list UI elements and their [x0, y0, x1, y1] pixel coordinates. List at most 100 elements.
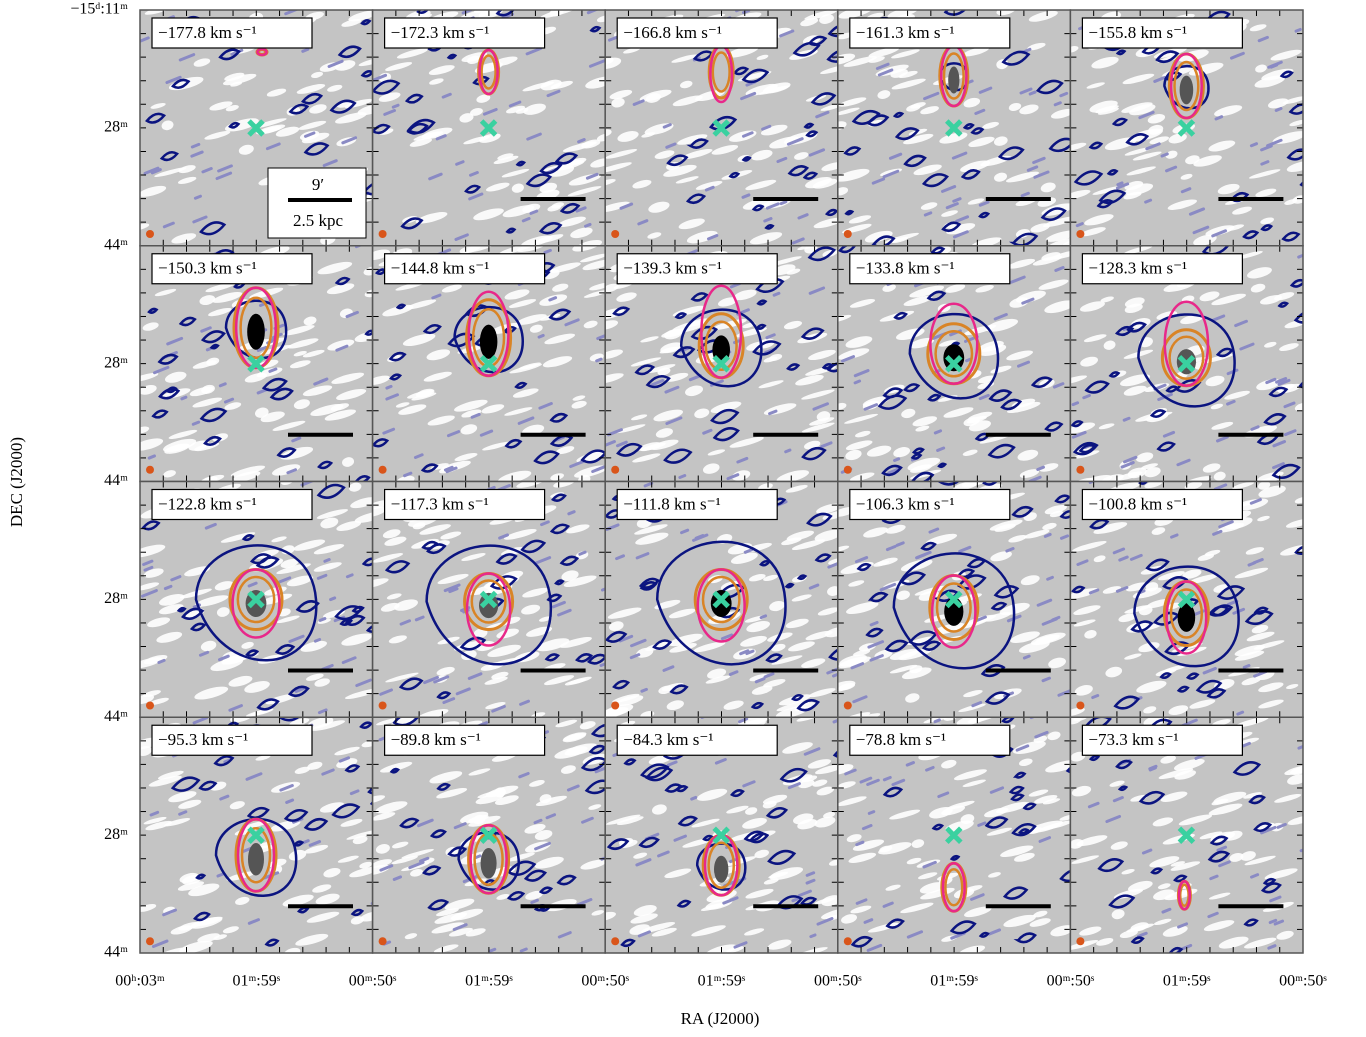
noise-blob — [298, 120, 327, 130]
neg-contour — [419, 856, 430, 863]
noise-blob — [1079, 301, 1105, 312]
neg-contour — [245, 772, 263, 781]
noise-blob — [512, 388, 539, 398]
noise-blob — [1274, 793, 1302, 803]
noise-blob — [1073, 605, 1101, 615]
label-box — [151, 17, 313, 49]
noise-blob — [1027, 42, 1046, 51]
noise-blob — [454, 452, 478, 462]
contour — [1108, 894, 1136, 909]
contour — [765, 653, 783, 663]
noise-blob — [473, 208, 504, 221]
noise-blob — [837, 53, 856, 65]
noise-blob — [302, 349, 325, 358]
neg-contour — [1226, 399, 1236, 406]
contour — [548, 308, 572, 321]
y-tick-label: −15ᵈ:11ᵐ — [70, 1, 128, 18]
noise-blob — [507, 852, 535, 862]
noise-blob — [150, 102, 166, 109]
neg-contour — [888, 152, 903, 160]
contour — [1169, 52, 1203, 120]
neg-contour — [797, 213, 809, 220]
contour — [1002, 886, 1029, 900]
noise-blob — [429, 771, 463, 784]
neg-contour — [567, 510, 576, 516]
noise-blob — [785, 484, 808, 493]
contour — [927, 393, 942, 402]
contour — [295, 600, 320, 613]
neg-contour — [619, 202, 634, 210]
noise-blob — [946, 223, 976, 235]
neg-contour — [933, 429, 943, 435]
noise-blob — [1008, 102, 1022, 111]
noise-blob — [535, 795, 568, 807]
neg-contour — [1188, 207, 1206, 216]
beam — [611, 937, 620, 946]
neg-contour — [1123, 455, 1138, 464]
noise-blob — [823, 811, 836, 819]
neg-contour — [192, 215, 208, 224]
noise-blob — [302, 385, 333, 397]
contour — [882, 387, 904, 399]
neg-contour — [467, 672, 483, 680]
neg-contour — [728, 670, 739, 676]
noise-blob — [891, 237, 909, 243]
contour — [672, 346, 696, 359]
neg-contour — [178, 53, 196, 62]
neg-contour — [316, 573, 328, 580]
contour — [544, 653, 560, 662]
contour — [764, 224, 775, 230]
label-box — [616, 488, 778, 521]
neg-contour — [635, 552, 650, 560]
neg-contour — [923, 91, 940, 101]
noise-blob — [224, 72, 245, 82]
velocity-label: −172.3 km s⁻¹ — [391, 23, 490, 42]
contour — [1216, 585, 1246, 600]
noise-blob — [148, 775, 182, 787]
neg-contour — [423, 675, 439, 685]
noise-blob — [846, 834, 862, 843]
panel: −177.8 km s⁻¹9′2.5 kpc — [139, 9, 374, 247]
contour — [1294, 545, 1304, 555]
neg-contour — [501, 12, 515, 20]
noise-blob — [760, 124, 788, 136]
neg-contour — [1275, 377, 1288, 384]
noise-blob — [837, 168, 870, 182]
noise-blob — [163, 438, 197, 452]
noise-blob — [396, 475, 415, 482]
noise-blob — [1070, 751, 1086, 762]
contour — [1106, 169, 1119, 176]
neg-contour — [382, 427, 396, 435]
noise-blob — [1182, 569, 1202, 579]
contour — [921, 173, 949, 188]
noise-blob — [1049, 510, 1064, 518]
noise-blob — [769, 600, 785, 612]
noise-blob — [696, 788, 728, 801]
neg-contour — [861, 824, 873, 831]
contour — [436, 691, 452, 700]
noise-blob — [963, 689, 983, 698]
noise-blob — [1042, 798, 1061, 805]
contour — [515, 160, 527, 167]
noise-blob — [516, 481, 546, 488]
neg-contour — [1274, 107, 1283, 112]
noise-blob — [1102, 586, 1122, 594]
contour — [810, 92, 837, 106]
noise-blob — [407, 389, 434, 399]
neg-contour — [1005, 547, 1015, 553]
neg-contour — [763, 217, 773, 223]
noise-blob — [1162, 925, 1188, 937]
contour — [256, 47, 268, 57]
noise-blob — [580, 253, 606, 263]
noise-blob — [946, 800, 975, 810]
marker-cross — [712, 119, 730, 137]
noise-blob — [958, 703, 986, 713]
noise-blob — [244, 372, 268, 383]
noise-blob — [188, 883, 220, 897]
noise-blob — [1257, 481, 1271, 490]
noise-blob — [671, 54, 698, 63]
noise-blob — [1241, 677, 1261, 686]
noise-blob — [896, 590, 910, 600]
noise-blob — [891, 49, 920, 59]
neg-contour — [704, 185, 715, 192]
